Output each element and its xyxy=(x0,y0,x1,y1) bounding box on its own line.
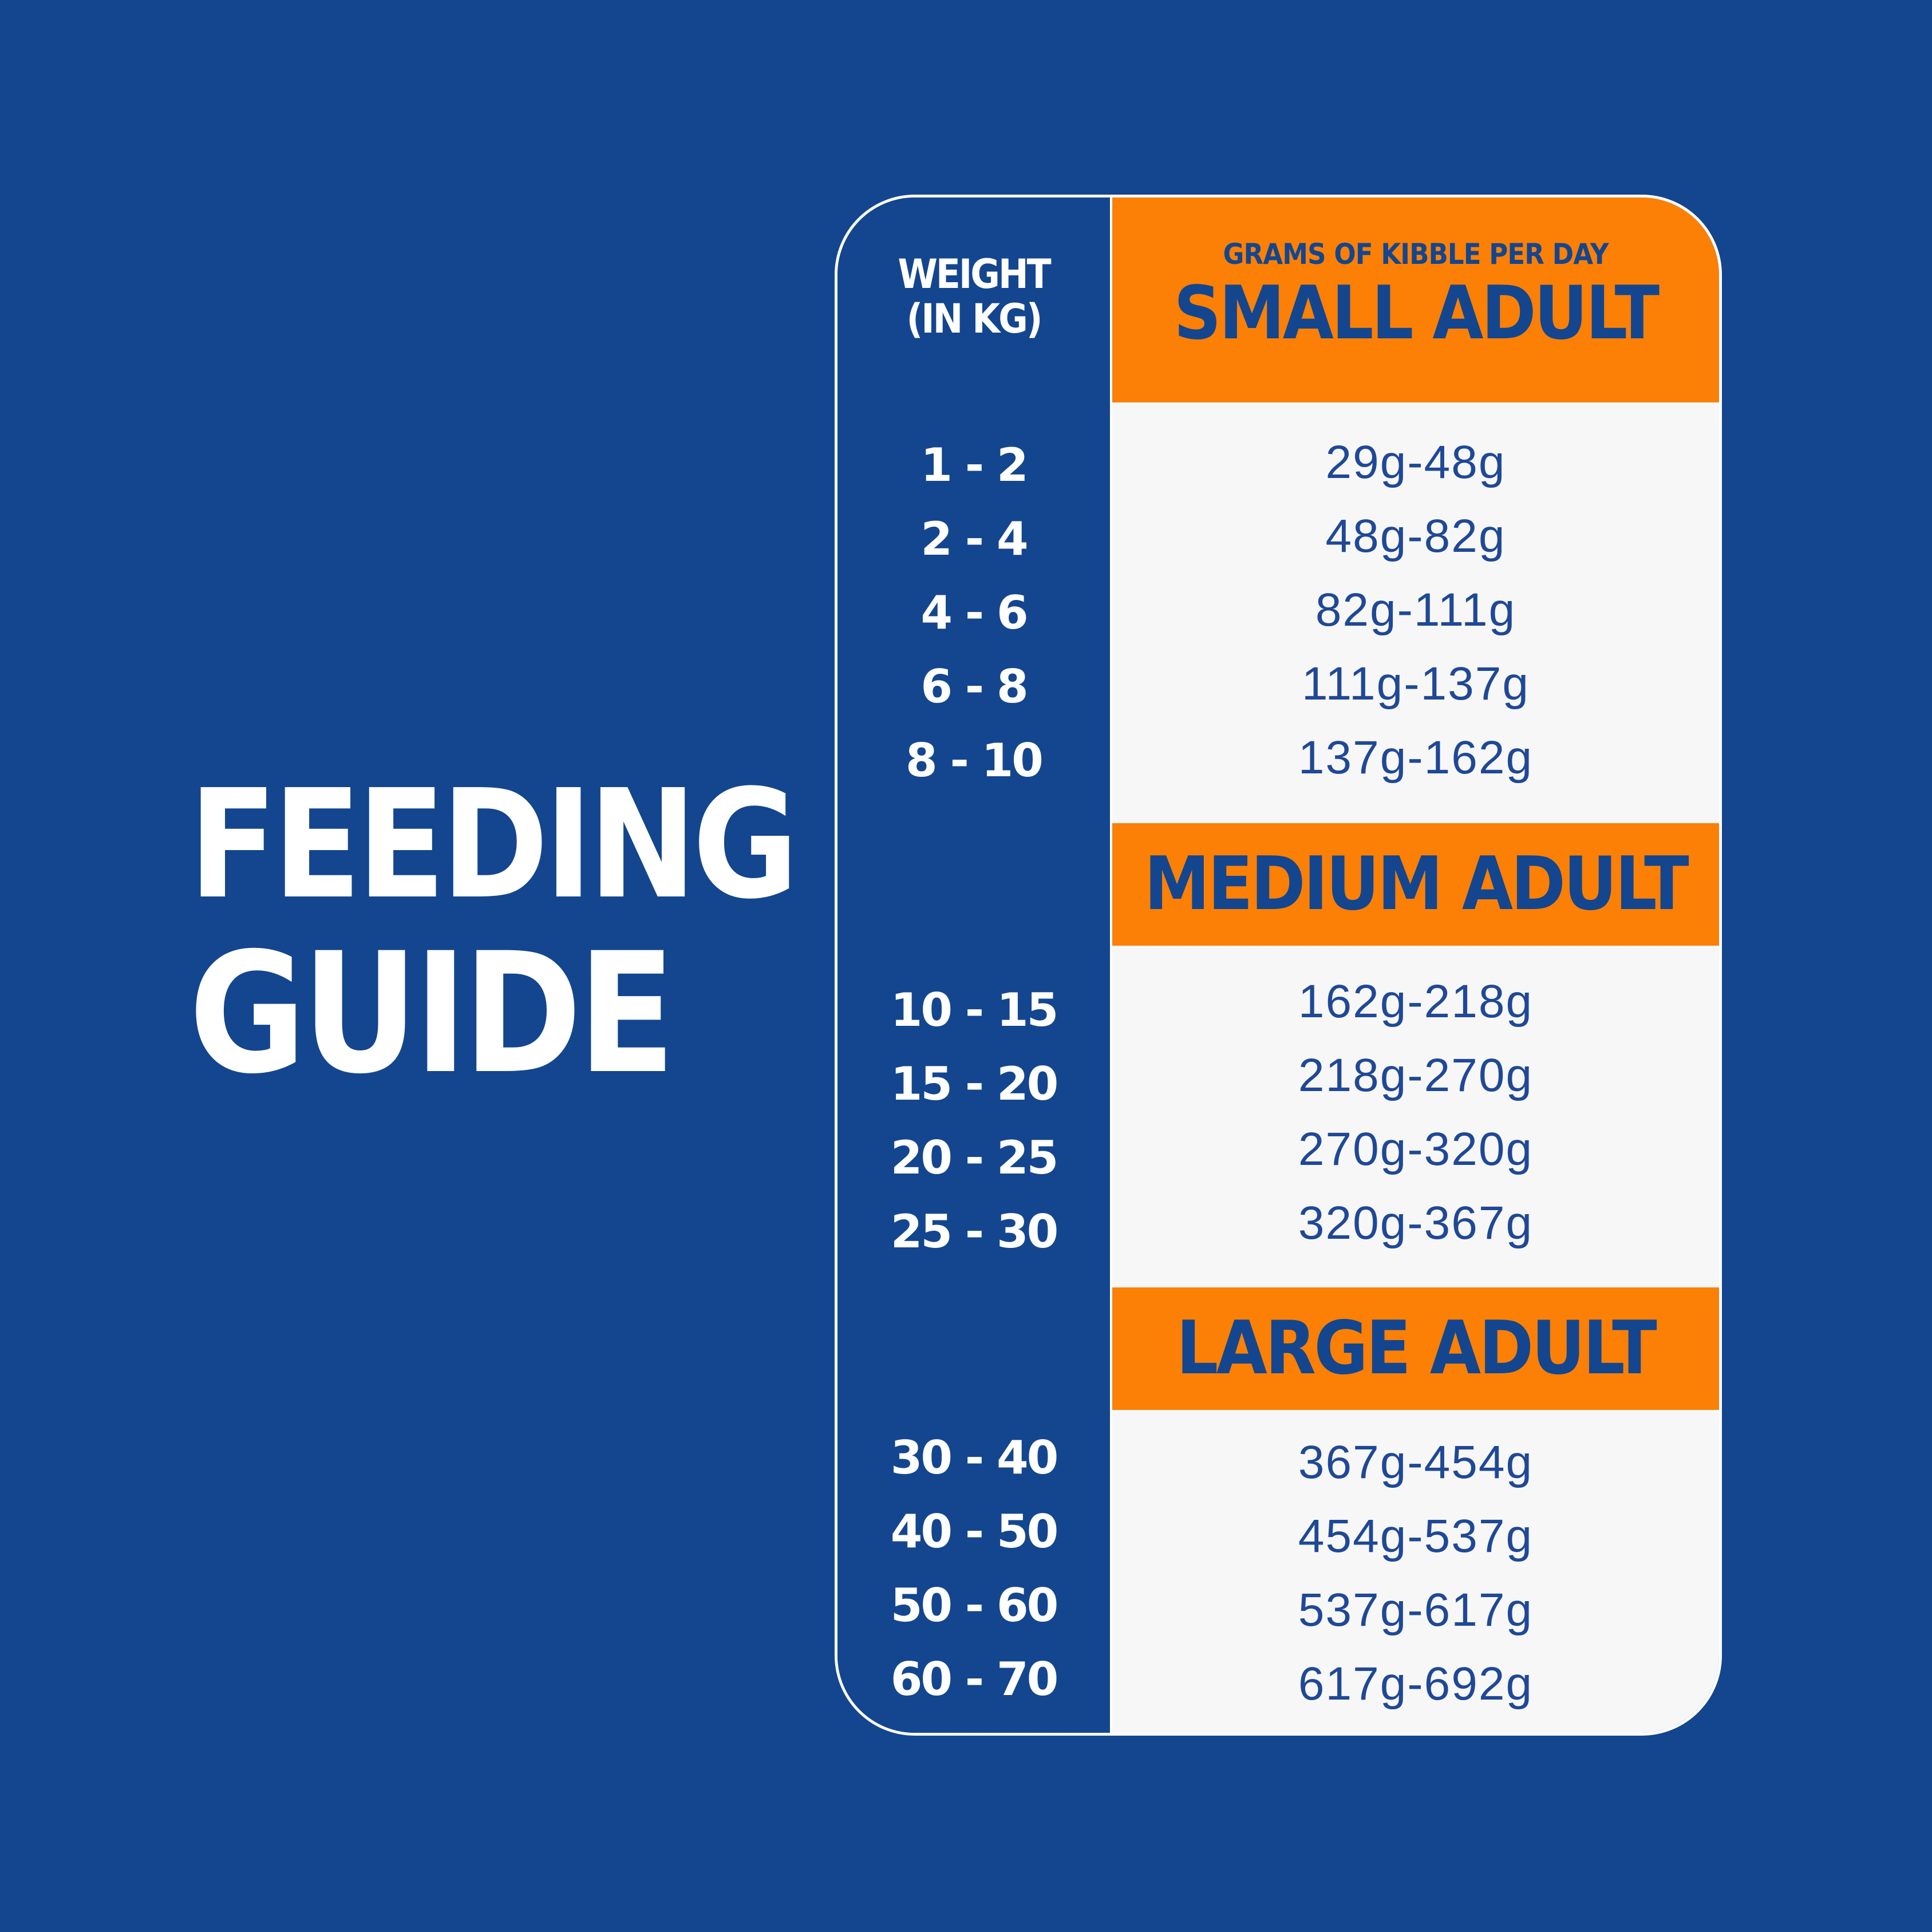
weight-cell: 20 - 25 xyxy=(890,1131,1059,1184)
page-title: FEEDING GUIDE xyxy=(189,757,799,1111)
group-title: MEDIUM ADULT xyxy=(1144,841,1689,927)
grams-per-day-label: GRAMS OF KIBBLE PER DAY xyxy=(1223,238,1609,271)
grams-cell: 617g-692g xyxy=(1298,1658,1534,1710)
grams-cell: 48g-82g xyxy=(1325,510,1506,562)
title-line-1: FEEDING xyxy=(189,757,799,932)
weight-cell: 40 - 50 xyxy=(890,1505,1059,1558)
grams-cell: 162g-218g xyxy=(1298,975,1534,1028)
weight-cell: 4 - 6 xyxy=(920,586,1028,639)
grams-cell: 320g-367g xyxy=(1298,1197,1534,1249)
grams-cell: 82g-111g xyxy=(1315,584,1516,636)
weight-cell: 2 - 4 xyxy=(920,512,1028,566)
weight-cell: 60 - 70 xyxy=(890,1653,1059,1706)
grams-cell: 367g-454g xyxy=(1298,1436,1534,1488)
grams-cell: 218g-270g xyxy=(1298,1049,1534,1101)
weight-cell: 25 - 30 xyxy=(890,1205,1059,1258)
weight-cell: 30 - 40 xyxy=(890,1431,1059,1484)
weight-cell: 15 - 20 xyxy=(890,1057,1059,1111)
medium-adult-header: MEDIUM ADULT xyxy=(1112,823,1719,946)
grams-cell: 537g-617g xyxy=(1298,1584,1534,1636)
weight-cell: 50 - 60 xyxy=(890,1579,1059,1632)
feeding-table: GRAMS OF KIBBLE PER DAY SMALL ADULT MEDI… xyxy=(835,195,1722,1736)
weight-cell: 1 - 2 xyxy=(920,438,1028,492)
large-adult-header: LARGE ADULT xyxy=(1112,1287,1719,1410)
weight-cell: 10 - 15 xyxy=(890,983,1059,1037)
small-adult-header: GRAMS OF KIBBLE PER DAY SMALL ADULT xyxy=(1112,197,1719,402)
grams-cell: 29g-48g xyxy=(1325,436,1506,488)
weight-column xyxy=(837,197,1110,1733)
grams-cell: 454g-537g xyxy=(1298,1510,1534,1562)
weight-cell: 8 - 10 xyxy=(906,734,1044,787)
group-title: LARGE ADULT xyxy=(1176,1306,1657,1391)
group-title: SMALL ADULT xyxy=(1174,271,1660,356)
title-line-2: GUIDE xyxy=(189,918,675,1111)
grams-cell: 137g-162g xyxy=(1298,732,1534,784)
weight-header-line-1: WEIGHT xyxy=(898,251,1051,298)
column-divider xyxy=(1110,197,1112,1733)
weight-cell: 6 - 8 xyxy=(920,660,1028,713)
grams-cell: 270g-320g xyxy=(1298,1123,1534,1175)
grams-cell: 111g-137g xyxy=(1302,658,1530,710)
weight-header: WEIGHT (IN KG) xyxy=(837,252,1110,342)
weight-header-line-2: (IN KG) xyxy=(906,295,1042,343)
grams-column xyxy=(1112,197,1719,1733)
